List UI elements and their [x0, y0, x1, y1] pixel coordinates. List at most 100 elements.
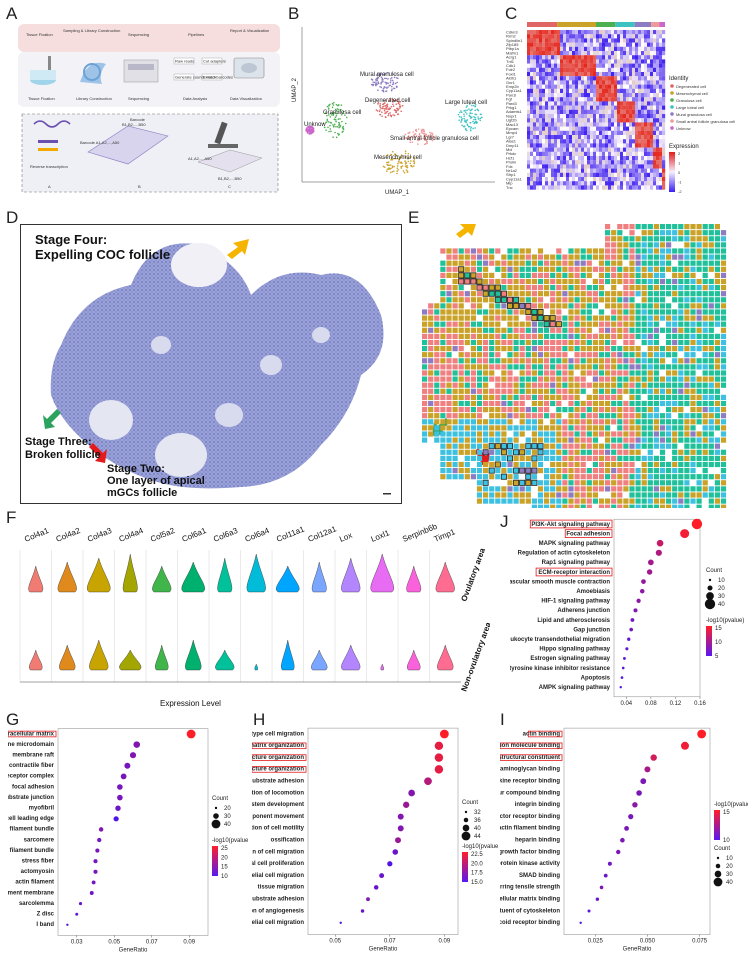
- heatmap-cell: [578, 55, 582, 60]
- heatmap-cell: [605, 177, 609, 182]
- heatmap-cell: [638, 185, 642, 190]
- spatial-spot: [458, 309, 464, 315]
- heatmap-cell: [554, 55, 558, 60]
- spatial-spot: [501, 309, 507, 315]
- spatial-spot: [720, 370, 727, 376]
- heatmap-cell: [599, 109, 603, 115]
- umap-point: [388, 168, 390, 170]
- spatial-spot: [672, 358, 678, 364]
- spatial-spot: [708, 388, 714, 394]
- heatmap-gene-label: Nupr1: [506, 113, 518, 118]
- spatial-spot: [623, 455, 629, 461]
- heatmap-cell: [608, 55, 612, 60]
- spatial-spot: [653, 455, 659, 461]
- dotplot-category-label: cytokine receptor binding: [500, 779, 560, 785]
- heatmap-cell: [593, 135, 597, 140]
- spatial-spot: [635, 236, 641, 242]
- heatmap-cell: [614, 135, 618, 140]
- spatial-spot: [690, 230, 696, 236]
- umap-point: [341, 112, 344, 114]
- spatial-spot: [605, 431, 611, 437]
- spatial-spot: [659, 486, 666, 492]
- heatmap-cell: [641, 30, 645, 35]
- heatmap-cell: [662, 109, 666, 115]
- umap-point: [395, 154, 398, 157]
- heatmap-cell: [650, 135, 654, 140]
- heatmap-cell: [596, 151, 600, 157]
- umap-point: [402, 170, 405, 172]
- heatmap-cell: [638, 72, 642, 77]
- spatial-spot: [708, 285, 714, 291]
- umap-point: [404, 133, 407, 136]
- heatmap-cell: [533, 168, 537, 173]
- spatial-spot: [635, 468, 641, 474]
- heatmap-cell: [584, 109, 588, 115]
- spatial-spot: [580, 346, 586, 352]
- heatmap-cell: [569, 181, 573, 186]
- spatial-spot: [544, 278, 550, 285]
- heatmap-cell: [620, 160, 624, 165]
- spatial-spot: [720, 480, 727, 486]
- heatmap-cell: [560, 63, 564, 68]
- spatial-spot: [684, 437, 690, 443]
- spatial-spot: [458, 394, 464, 400]
- heatmap-cell: [527, 122, 531, 127]
- heatmap-cell: [605, 59, 609, 64]
- heatmap-cell: [581, 101, 585, 106]
- heatmap-cell: [617, 156, 621, 161]
- umap-point: [334, 116, 337, 119]
- spatial-spot: [641, 504, 647, 508]
- dotplot-category-label: Adherens junction: [557, 608, 610, 614]
- heatmap-cell: [608, 105, 612, 110]
- spatial-spot: [519, 382, 525, 388]
- spatial-spot: [501, 388, 507, 394]
- dotplot-category-label: cell adhesion molecule binding: [500, 743, 560, 749]
- spatial-spot: [531, 382, 537, 388]
- spatial-spot: [666, 333, 672, 339]
- heatmap-cell: [614, 55, 618, 60]
- heatmap-cell: [656, 156, 660, 161]
- spatial-spot: [702, 327, 708, 333]
- spatial-spot: [702, 248, 708, 254]
- spatial-spot: [568, 486, 574, 492]
- spatial-spot: [574, 297, 580, 303]
- heatmap-cell: [608, 172, 612, 178]
- spatial-spot: [525, 339, 531, 346]
- spatial-spot: [446, 474, 452, 480]
- heatmap-cell: [653, 55, 657, 60]
- violin-gene-label: Serpinb6b: [401, 522, 439, 544]
- spatial-spot: [525, 254, 531, 260]
- spatial-spot: [690, 394, 696, 400]
- spatial-spot: [623, 236, 629, 242]
- spatial-spot: [464, 425, 470, 431]
- heatmap-cell: [626, 168, 630, 173]
- spatial-spot: [702, 400, 708, 407]
- heatmap-cell: [632, 46, 636, 52]
- heatmap-cell: [536, 172, 540, 178]
- spatial-spot: [629, 382, 635, 388]
- spatial-spot: [617, 358, 623, 364]
- heatmap-cell: [581, 143, 585, 148]
- spatial-spot: [458, 315, 464, 321]
- heatmap-gene-label: Ptbp1a: [506, 46, 519, 51]
- spatial-spot: [525, 285, 531, 291]
- spatial-spot: [550, 297, 556, 303]
- heatmap-cell: [527, 30, 531, 35]
- spatial-spot: [684, 455, 690, 461]
- spatial-spot: [476, 309, 483, 315]
- spatial-spot: [672, 309, 678, 315]
- spatial-spot: [507, 394, 513, 400]
- heatmap-cell: [647, 88, 651, 94]
- spatial-spot: [647, 254, 653, 260]
- heatmap-identity-bar: [651, 22, 660, 27]
- heatmap-cell: [545, 72, 549, 77]
- heatmap-cell: [656, 177, 660, 182]
- spatial-spot: [422, 388, 428, 394]
- spatial-spot: [489, 431, 495, 437]
- spatial-spot: [678, 321, 684, 327]
- heatmap-cell: [554, 156, 558, 161]
- spatial-spot: [513, 352, 519, 358]
- dotplot-xtick: 0.08: [645, 701, 657, 707]
- spatial-spot: [714, 230, 720, 236]
- spatial-spot: [458, 370, 464, 376]
